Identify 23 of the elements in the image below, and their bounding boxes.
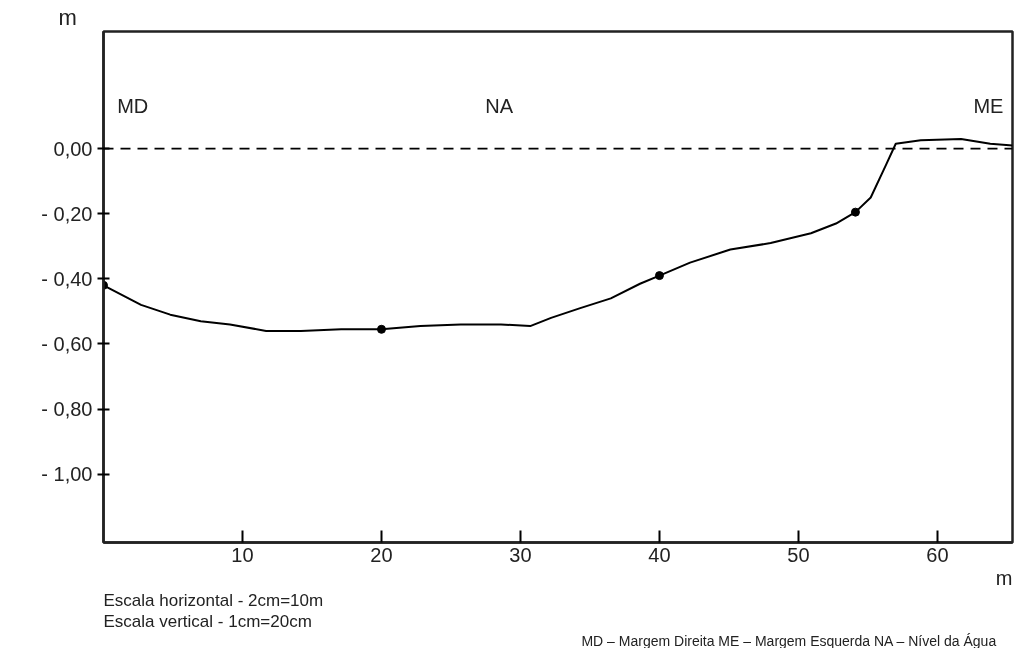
text: MD – Margem Direita ME – Margem Esquerda NA – Nível da Água <box>581 632 997 648</box>
x-tick-label: 40 <box>648 543 671 566</box>
x-tick-label: 30 <box>509 543 532 566</box>
point <box>654 271 664 281</box>
text: Escala horizontal - 2cm=10m <box>103 590 324 610</box>
point <box>376 324 386 334</box>
annotation: ME <box>973 94 1004 117</box>
x-tick-label: 10 <box>231 543 254 566</box>
y-tick-label: - 0,80 <box>41 398 93 421</box>
x-tick-label: 20 <box>370 543 393 566</box>
text: Escala vertical - 1cm=20cm <box>103 611 312 631</box>
y-axis-title: m <box>58 4 77 30</box>
x-tick-label: 60 <box>926 543 949 566</box>
y-tick-label: 0,00 <box>53 137 93 160</box>
y-tick-label: - 1,00 <box>41 463 93 486</box>
annotation: NA <box>485 94 514 117</box>
x-tick-label: 50 <box>787 543 810 566</box>
y-tick-label: - 0,20 <box>41 202 93 225</box>
y-tick-label: - 0,40 <box>41 267 93 290</box>
annotation: MD <box>117 94 149 117</box>
x-axis-title: m <box>995 566 1013 589</box>
point <box>850 207 860 217</box>
y-tick-label: - 0,60 <box>41 332 93 355</box>
